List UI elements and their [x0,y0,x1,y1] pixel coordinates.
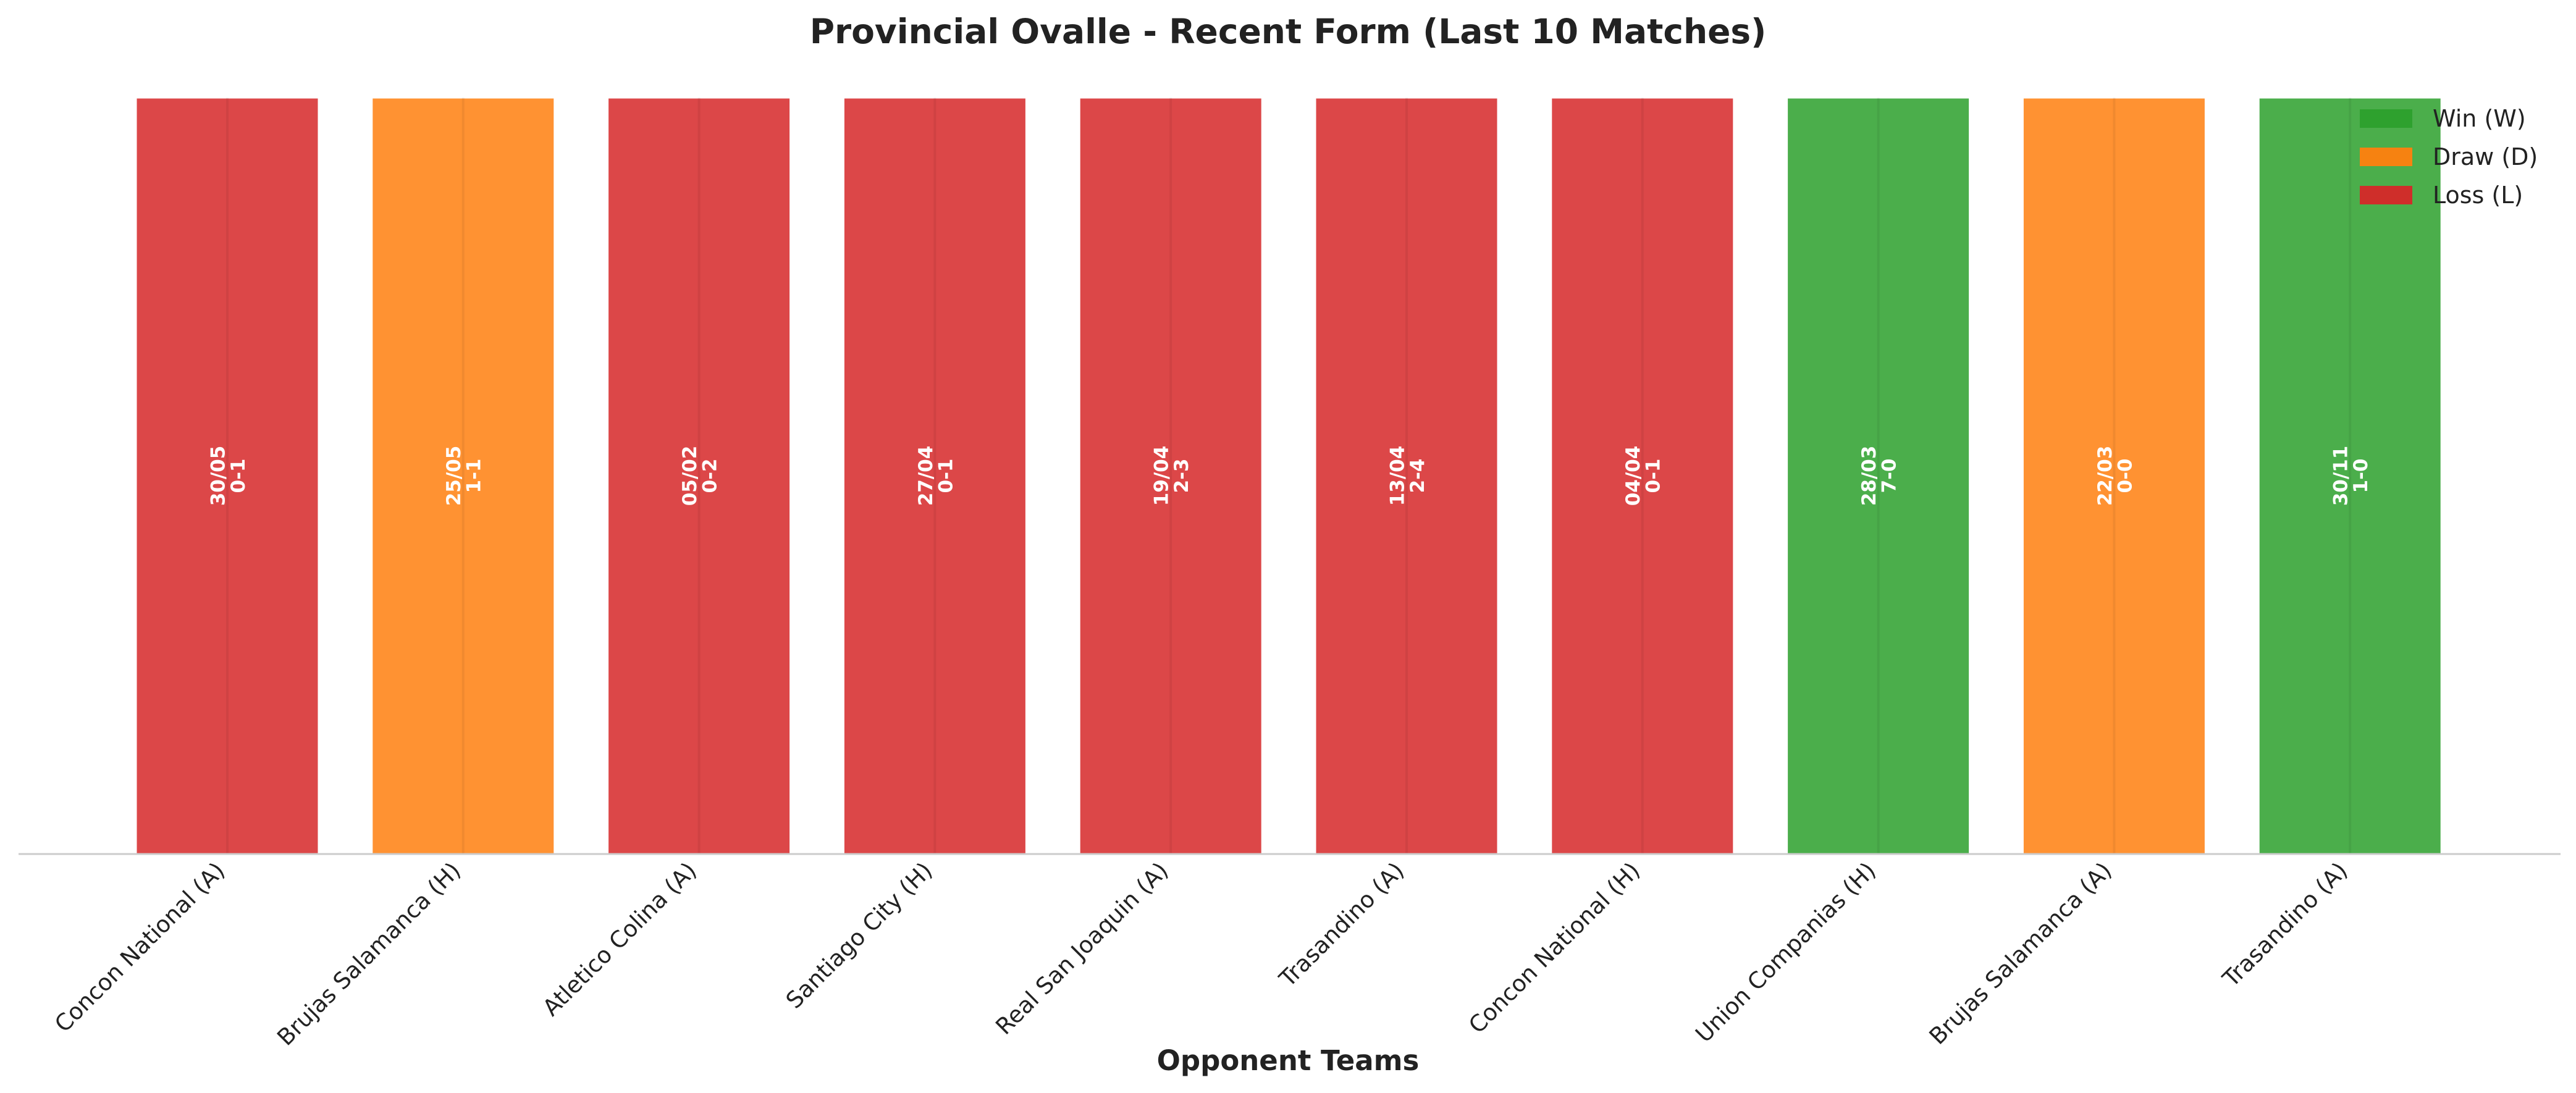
bar-labels-group: 30/050-1 25/051-1 05/020-2 27/040-1 19/042-3… [207,446,2372,506]
bar-10-label: 30/111-0 [2330,446,2373,506]
x-tick-label-1: Concon National (A) [49,857,230,1037]
bars-group [135,96,2443,855]
legend: Win (W) Draw (D) Loss (L) [2360,105,2538,209]
bar-2 [371,96,556,855]
bar-3-label: 05/020-2 [679,446,722,506]
bar-4 [842,96,1027,855]
x-tick-labels-group: Concon National (A) Brujas Salamanca (H) A… [49,857,2352,1051]
x-tick-label-9: Brujas Salamanca (A) [1924,857,2117,1050]
bar-8-label: 28/037-0 [1858,446,1901,506]
bar-6 [1314,96,1499,855]
legend-swatch-w [2360,109,2412,128]
x-tick-label-7: Concon National (H) [1463,857,1645,1039]
bar-1-label: 30/050-1 [207,446,250,506]
bar-5-label: 19/042-3 [1151,446,1193,506]
x-tick-label-5: Real San Joaquin (A) [990,857,1173,1040]
bar-4-label: 27/040-1 [915,446,958,506]
bar-9-label: 22/030-0 [2094,446,2137,506]
legend-swatch-l [2360,186,2412,204]
x-tick-label-3: Atletico Colina (A) [537,857,702,1021]
bar-10 [2257,96,2443,855]
legend-label-d: Draw (D) [2433,143,2538,170]
bar-8 [1786,96,1971,855]
bar-2-label: 25/051-1 [443,446,486,506]
bar-3 [607,96,792,855]
x-tick-label-2: Brujas Salamanca (H) [272,857,466,1051]
legend-label-w: Win (W) [2433,105,2526,132]
bar-1 [135,96,320,855]
bar-6-label: 13/042-4 [1386,446,1429,506]
x-tick-label-10: Trasandino (A) [2217,857,2352,992]
x-tick-label-8: Union Companias (H) [1690,857,1881,1048]
chart-title: Provincial Ovalle - Recent Form (Last 10… [810,12,1767,51]
bar-7 [1550,96,1735,855]
bar-5 [1078,96,1263,855]
x-tick-label-6: Trasandino (A) [1274,857,1409,992]
x-axis-label: Opponent Teams [1157,1044,1420,1077]
x-tick-label-4: Santiago City (H) [781,857,938,1014]
legend-swatch-d [2360,148,2412,166]
bar-7-label: 04/040-1 [1622,446,1665,506]
legend-label-l: Loss (L) [2433,182,2523,209]
